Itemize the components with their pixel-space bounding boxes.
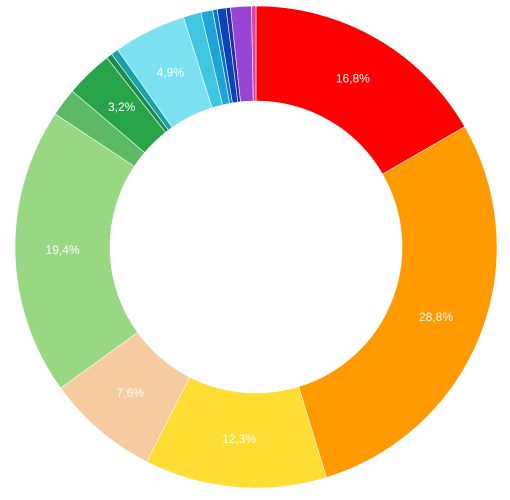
donut-labels: 16,8% 28,8% 12,3% 7,6% 19,4% 3,2% 4,9% — [46, 66, 454, 446]
slice-label-0: 16,8% — [336, 72, 370, 86]
donut-slice-16 — [251, 5, 257, 102]
slice-label-3: 7,6% — [116, 386, 144, 400]
donut-slices — [14, 5, 498, 489]
slice-label-4: 19,4% — [46, 243, 80, 257]
donut-slice-4 — [14, 113, 139, 389]
slice-label-9: 4,9% — [157, 66, 185, 80]
donut-slice-1 — [298, 126, 498, 478]
slice-label-1: 28,8% — [419, 310, 453, 324]
slice-label-2: 12,3% — [222, 432, 256, 446]
slice-label-6: 3,2% — [108, 100, 136, 114]
